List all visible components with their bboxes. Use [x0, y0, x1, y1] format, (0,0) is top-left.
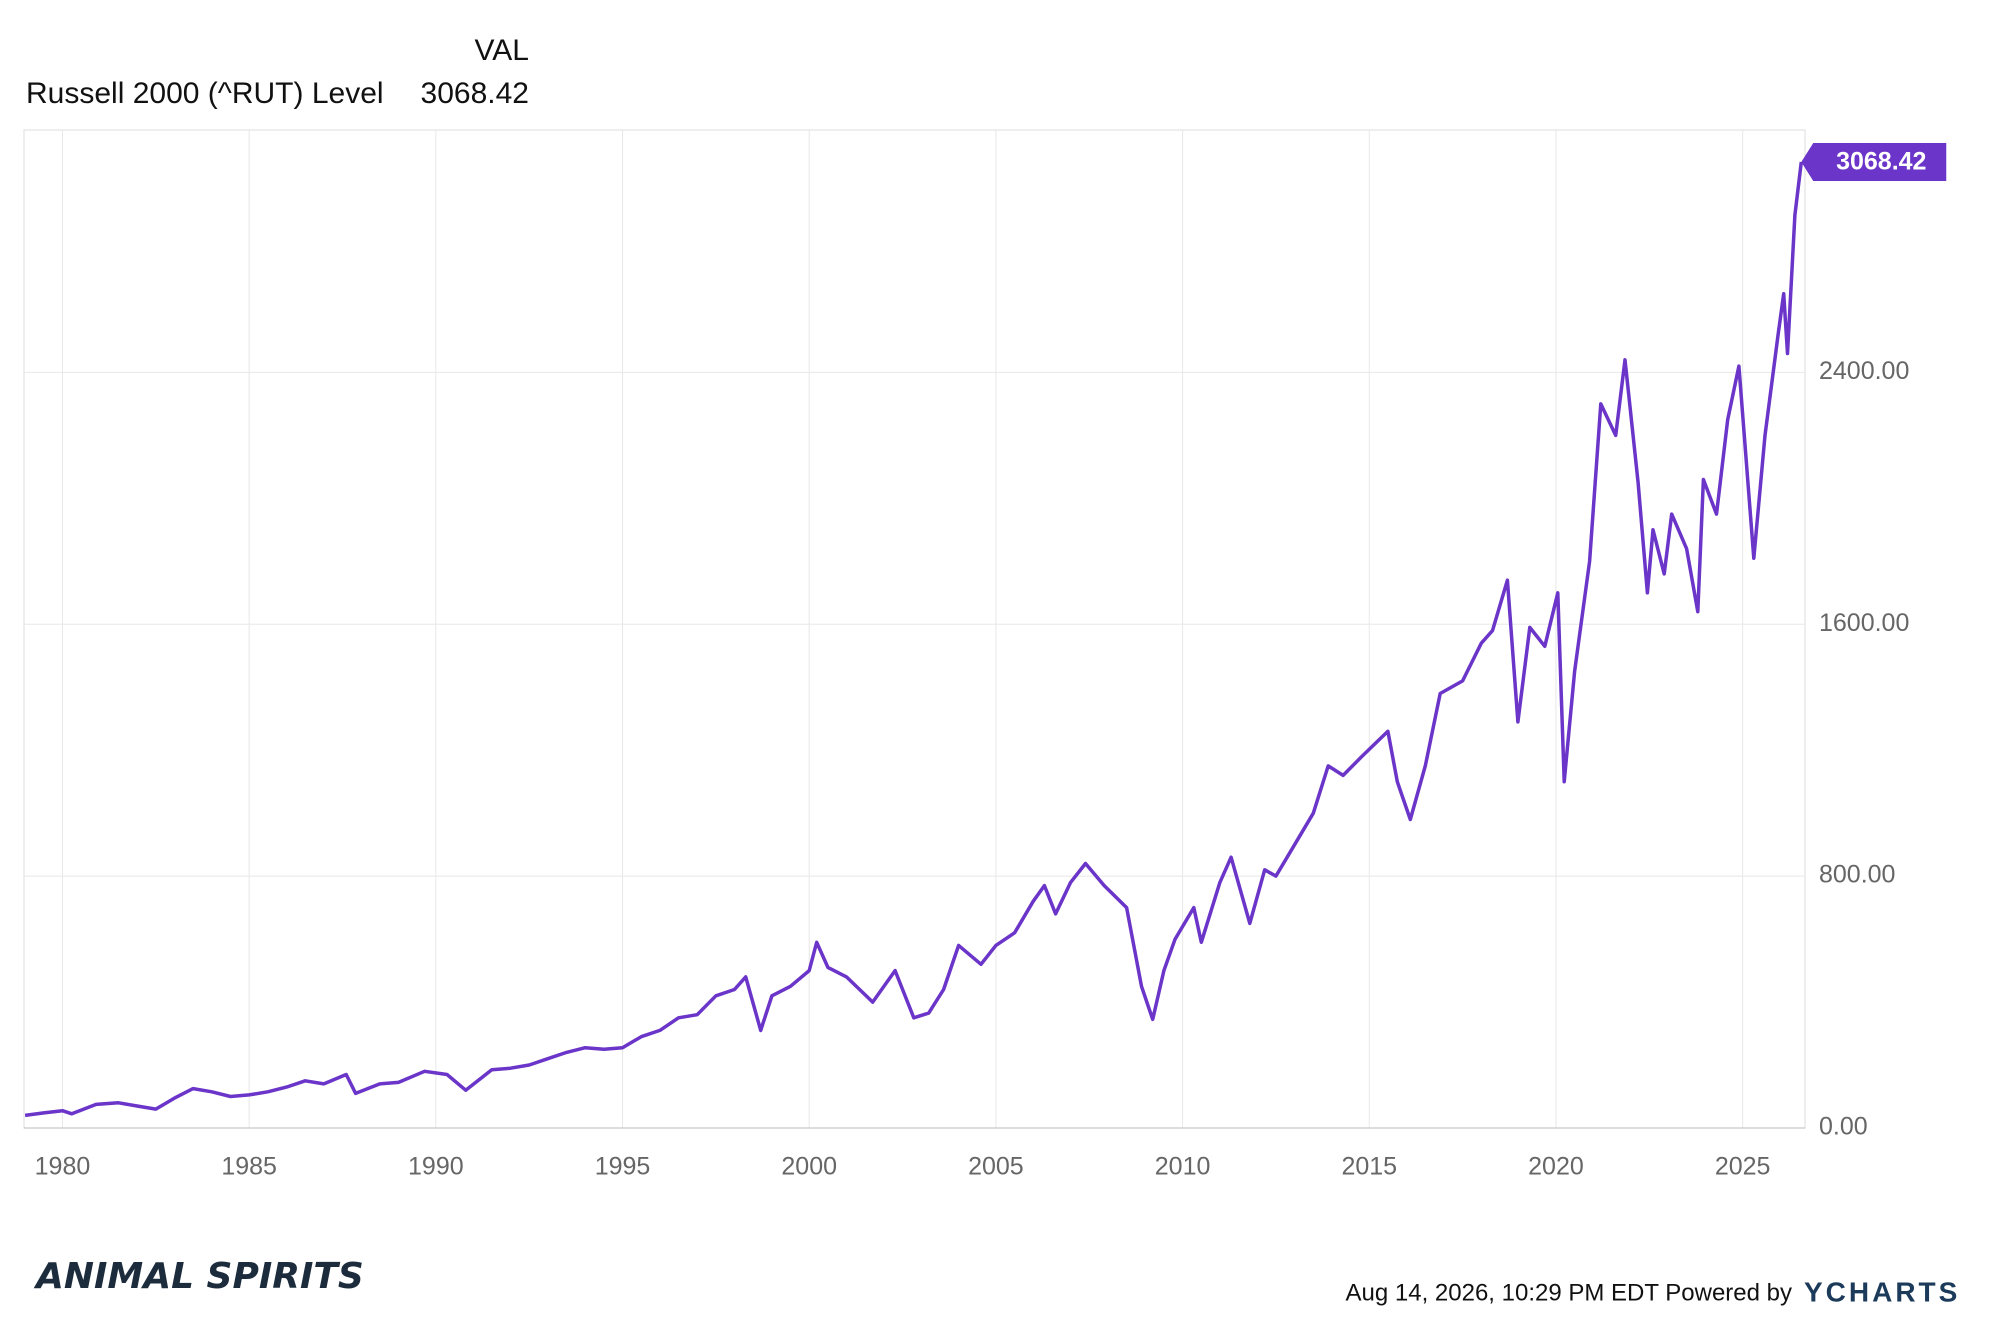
column-header: VAL	[475, 34, 529, 67]
value-tag	[1801, 142, 1947, 181]
x-tick-label: 2005	[968, 1153, 1024, 1181]
x-tick-label: 2000	[781, 1153, 837, 1181]
plot-frame	[23, 129, 1806, 1129]
value-tag-label: 3068.42	[1836, 148, 1926, 176]
brand: YCHARTS	[1804, 1276, 1960, 1307]
timestamp: Aug 14, 2026, 10:29 PM EDT Powered by	[1346, 1279, 1793, 1306]
series-line	[24, 161, 1804, 1118]
y-tick-label: 2400.00	[1819, 357, 1909, 385]
x-tick-label: 1985	[221, 1153, 277, 1181]
x-tick-label: 2025	[1715, 1153, 1771, 1181]
y-tick-label: 1600.00	[1819, 609, 1909, 637]
x-tick-label: 2015	[1341, 1153, 1397, 1181]
y-tick-label: 0.00	[1819, 1113, 1868, 1141]
x-tick-label: 1990	[408, 1153, 464, 1181]
x-tick-label: 1995	[595, 1153, 651, 1181]
x-tick-label: 2010	[1155, 1153, 1211, 1181]
y-tick-label: 800.00	[1819, 861, 1895, 889]
x-tick-label: 2020	[1528, 1153, 1584, 1181]
x-tick-label: 1980	[35, 1153, 91, 1181]
current-value: 3068.42	[421, 77, 529, 110]
logo: ANIMAL SPIRITS	[33, 1256, 364, 1297]
legend-entry: Russell 2000 (^RUT) Level	[26, 77, 384, 110]
